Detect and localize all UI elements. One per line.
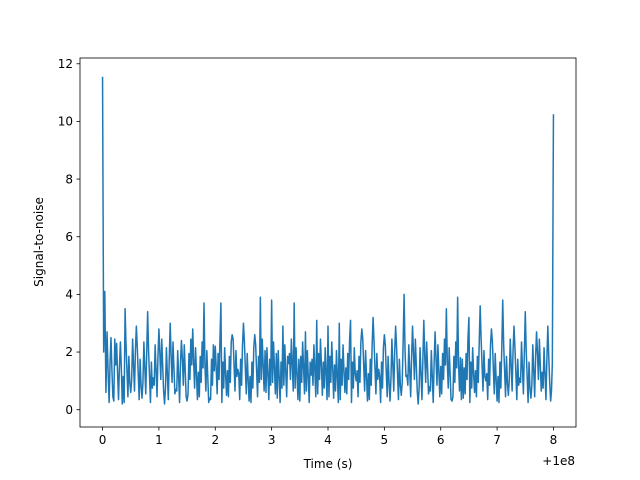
x-axis-ticks: 0 1 2 3 4 5 6 7 8 (99, 427, 558, 447)
x-tick-label: 1 (155, 433, 163, 447)
x-tick-label: 7 (493, 433, 501, 447)
y-tick-label: 6 (65, 230, 73, 244)
y-tick-label: 8 (65, 172, 73, 186)
x-tick-label: 6 (437, 433, 445, 447)
x-tick-label: 3 (268, 433, 276, 447)
y-tick-label: 0 (65, 403, 73, 417)
x-offset-label: +1e8 (542, 454, 575, 468)
x-tick-label: 5 (381, 433, 389, 447)
y-tick-label: 4 (65, 288, 73, 302)
x-tick-label: 4 (324, 433, 332, 447)
y-tick-label: 10 (58, 115, 73, 129)
y-axis-label: Signal-to-noise (32, 197, 46, 287)
y-axis-ticks: 0 2 4 6 8 10 12 (58, 57, 80, 417)
series-line-group (101, 76, 555, 405)
y-tick-label: 12 (58, 57, 73, 71)
y-tick-label: 2 (65, 345, 73, 359)
x-tick-label: 8 (550, 433, 558, 447)
x-tick-label: 0 (99, 433, 107, 447)
x-tick-label: 2 (211, 433, 219, 447)
series-line (101, 76, 555, 405)
x-axis-label: Time (s) (303, 457, 353, 471)
